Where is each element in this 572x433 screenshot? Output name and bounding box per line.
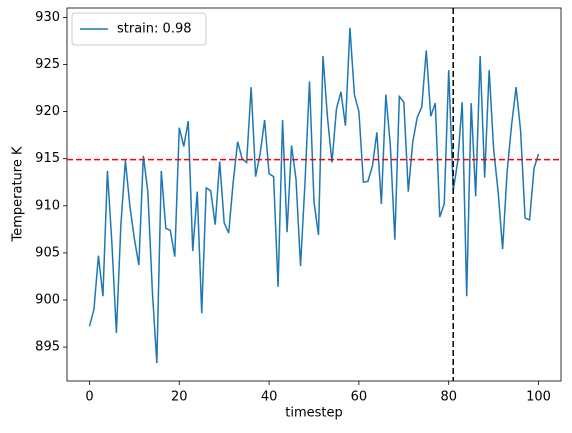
x-tick-label: 20 xyxy=(171,390,188,405)
y-axis-label: Temperature K xyxy=(11,146,26,242)
x-tick-label: 100 xyxy=(526,390,551,405)
y-tick-label: 915 xyxy=(35,151,60,166)
plot-frame xyxy=(66,7,562,382)
x-axis-label: timestep xyxy=(285,406,343,421)
x-tick-label: 80 xyxy=(440,390,457,405)
y-tick-label: 910 xyxy=(35,198,60,213)
y-tick-label: 905 xyxy=(35,245,60,260)
y-tick-label: 895 xyxy=(35,340,60,355)
legend-box xyxy=(71,12,207,46)
y-tick-label: 920 xyxy=(35,104,60,119)
y-tick-label: 900 xyxy=(35,292,60,307)
line-series xyxy=(88,27,540,364)
y-tick-label: 925 xyxy=(35,57,60,72)
x-tick-label: 60 xyxy=(351,390,368,405)
legend-label: strain: 0.98 xyxy=(117,22,192,37)
y-tick-label: 930 xyxy=(35,10,60,25)
x-tick-label: 0 xyxy=(85,390,93,405)
x-tick-label: 40 xyxy=(261,390,278,405)
